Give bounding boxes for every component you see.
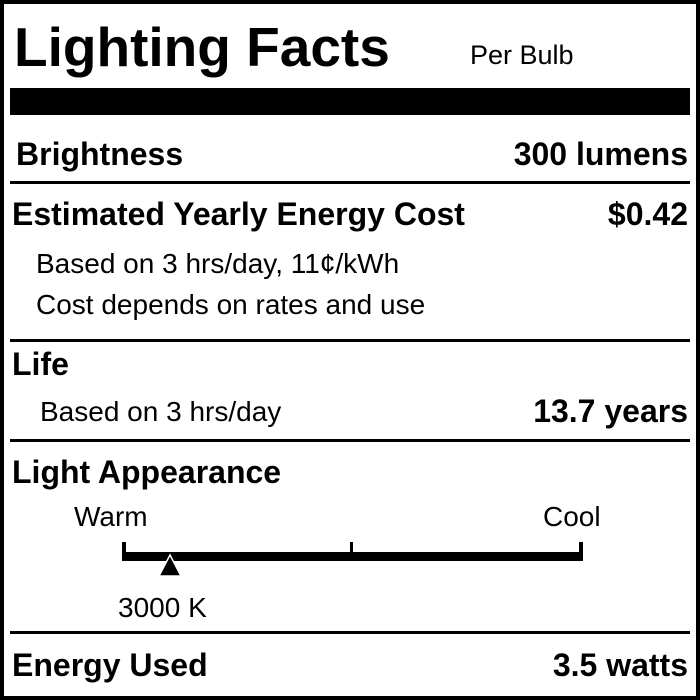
energy-cost-value: $0.42: [607, 196, 688, 232]
color-temperature-marker-icon: [157, 553, 182, 577]
energy-cost-disclaimer: Cost depends on rates and use: [36, 289, 426, 320]
brightness-label: Brightness: [16, 136, 184, 172]
divider: [10, 439, 690, 442]
life-basis: Based on 3 hrs/day: [40, 396, 282, 427]
energy-cost-basis: Based on 3 hrs/day, 11¢/kWh: [36, 248, 400, 279]
divider: [10, 339, 690, 342]
light-appearance-label: Light Appearance: [12, 454, 282, 490]
scale-tick-left: [122, 542, 126, 561]
color-temperature-value: 3000 K: [118, 592, 207, 623]
energy-used-value: 3.5 watts: [552, 647, 688, 683]
brightness-value: 300 lumens: [513, 136, 688, 172]
title-bar-divider: [10, 88, 690, 115]
scale-tick-right: [579, 542, 583, 561]
cool-label: Cool: [543, 501, 601, 532]
per-bulb-subtitle: Per Bulb: [470, 40, 574, 70]
energy-used-label: Energy Used: [12, 647, 208, 683]
life-value: 13.7 years: [533, 393, 688, 429]
divider: [10, 181, 690, 184]
warm-label: Warm: [74, 501, 148, 532]
scale-tick-middle: [350, 542, 353, 561]
life-label: Life: [12, 346, 69, 382]
energy-cost-label: Estimated Yearly Energy Cost: [12, 196, 465, 232]
label-title: Lighting Facts: [14, 16, 390, 78]
divider: [10, 631, 690, 634]
